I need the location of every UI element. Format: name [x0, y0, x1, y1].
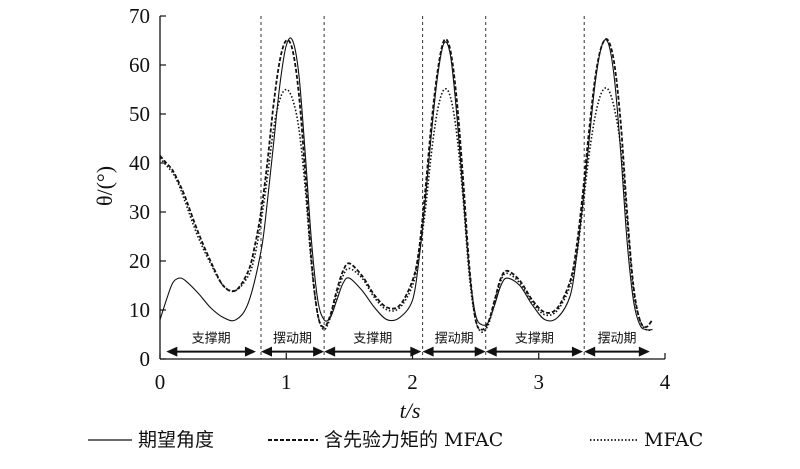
y-tick-label: 0	[140, 347, 151, 371]
phase-arrow-head-left	[422, 346, 434, 357]
phase-label-background	[185, 327, 238, 346]
phase-arrow-head-right	[638, 346, 650, 357]
phase-label: 支撑期	[353, 332, 392, 347]
phase-arrow: 支撑期	[324, 327, 422, 357]
phase-arrow-head-left	[166, 346, 178, 357]
y-tick-label: 70	[129, 4, 150, 28]
phase-arrow-head-right	[313, 346, 325, 357]
phase-arrow-head-right	[474, 346, 486, 357]
series-line-2	[159, 38, 654, 331]
phase-arrow: 摆动期	[584, 327, 650, 357]
phase-annotations: 支撑期 摆动期 支撑期 摆动期 支撑期 摆动期	[166, 16, 650, 359]
legend-label-3: MFAC	[644, 429, 703, 451]
phase-label: 支撑期	[515, 332, 554, 347]
y-tick-label: 20	[129, 249, 150, 273]
phase-arrow-head-left	[261, 346, 272, 357]
phase-label: 摆动期	[435, 332, 474, 347]
x-tick-label: 2	[407, 370, 418, 394]
x-tick-label: 0	[155, 370, 166, 394]
phase-arrow: 摆动期	[261, 327, 325, 357]
phase-arrow: 摆动期	[422, 327, 486, 357]
x-tick-label: 1	[281, 370, 292, 394]
phase-arrow-head-right	[571, 346, 583, 357]
phase-arrow-head-left	[485, 346, 497, 357]
y-tick-label: 60	[129, 53, 150, 77]
phase-label: 摆动期	[273, 332, 312, 347]
phase-label-background	[346, 327, 399, 346]
phase-label: 支撑期	[192, 332, 231, 347]
y-tick-label: 40	[129, 151, 150, 175]
series-line-1	[159, 37, 653, 331]
phase-label-background	[428, 327, 481, 346]
phase-label-background	[266, 327, 319, 346]
phase-arrow-head-left	[324, 346, 336, 357]
legend-label-2: 含先验力矩的 MFAC	[324, 429, 503, 451]
x-axis-title: t/s	[400, 398, 421, 423]
phase-arrow: 支撑期	[166, 327, 256, 357]
x-tick-label: 4	[660, 370, 671, 394]
x-tick-label: 3	[534, 370, 545, 394]
phase-label-background	[508, 327, 561, 346]
phase-arrow: 支撑期	[485, 327, 583, 357]
phase-arrow-head-right	[244, 346, 256, 357]
phase-label: 摆动期	[598, 332, 637, 347]
legend-label-1: 期望角度	[138, 429, 214, 451]
series-lines	[159, 37, 654, 334]
series-line-3	[159, 87, 653, 334]
y-tick-label: 50	[129, 102, 150, 126]
axes: 0 10 20 30 40 50 60 70 0 1 2 3 4	[129, 4, 671, 394]
phase-label-background	[591, 327, 644, 346]
legend: 期望角度 含先验力矩的 MFAC MFAC	[88, 429, 703, 451]
y-axis-title: θ/(°)	[92, 166, 117, 206]
y-tick-label: 30	[129, 200, 150, 224]
y-tick-label: 10	[129, 298, 150, 322]
phase-arrow-head-left	[584, 346, 596, 357]
